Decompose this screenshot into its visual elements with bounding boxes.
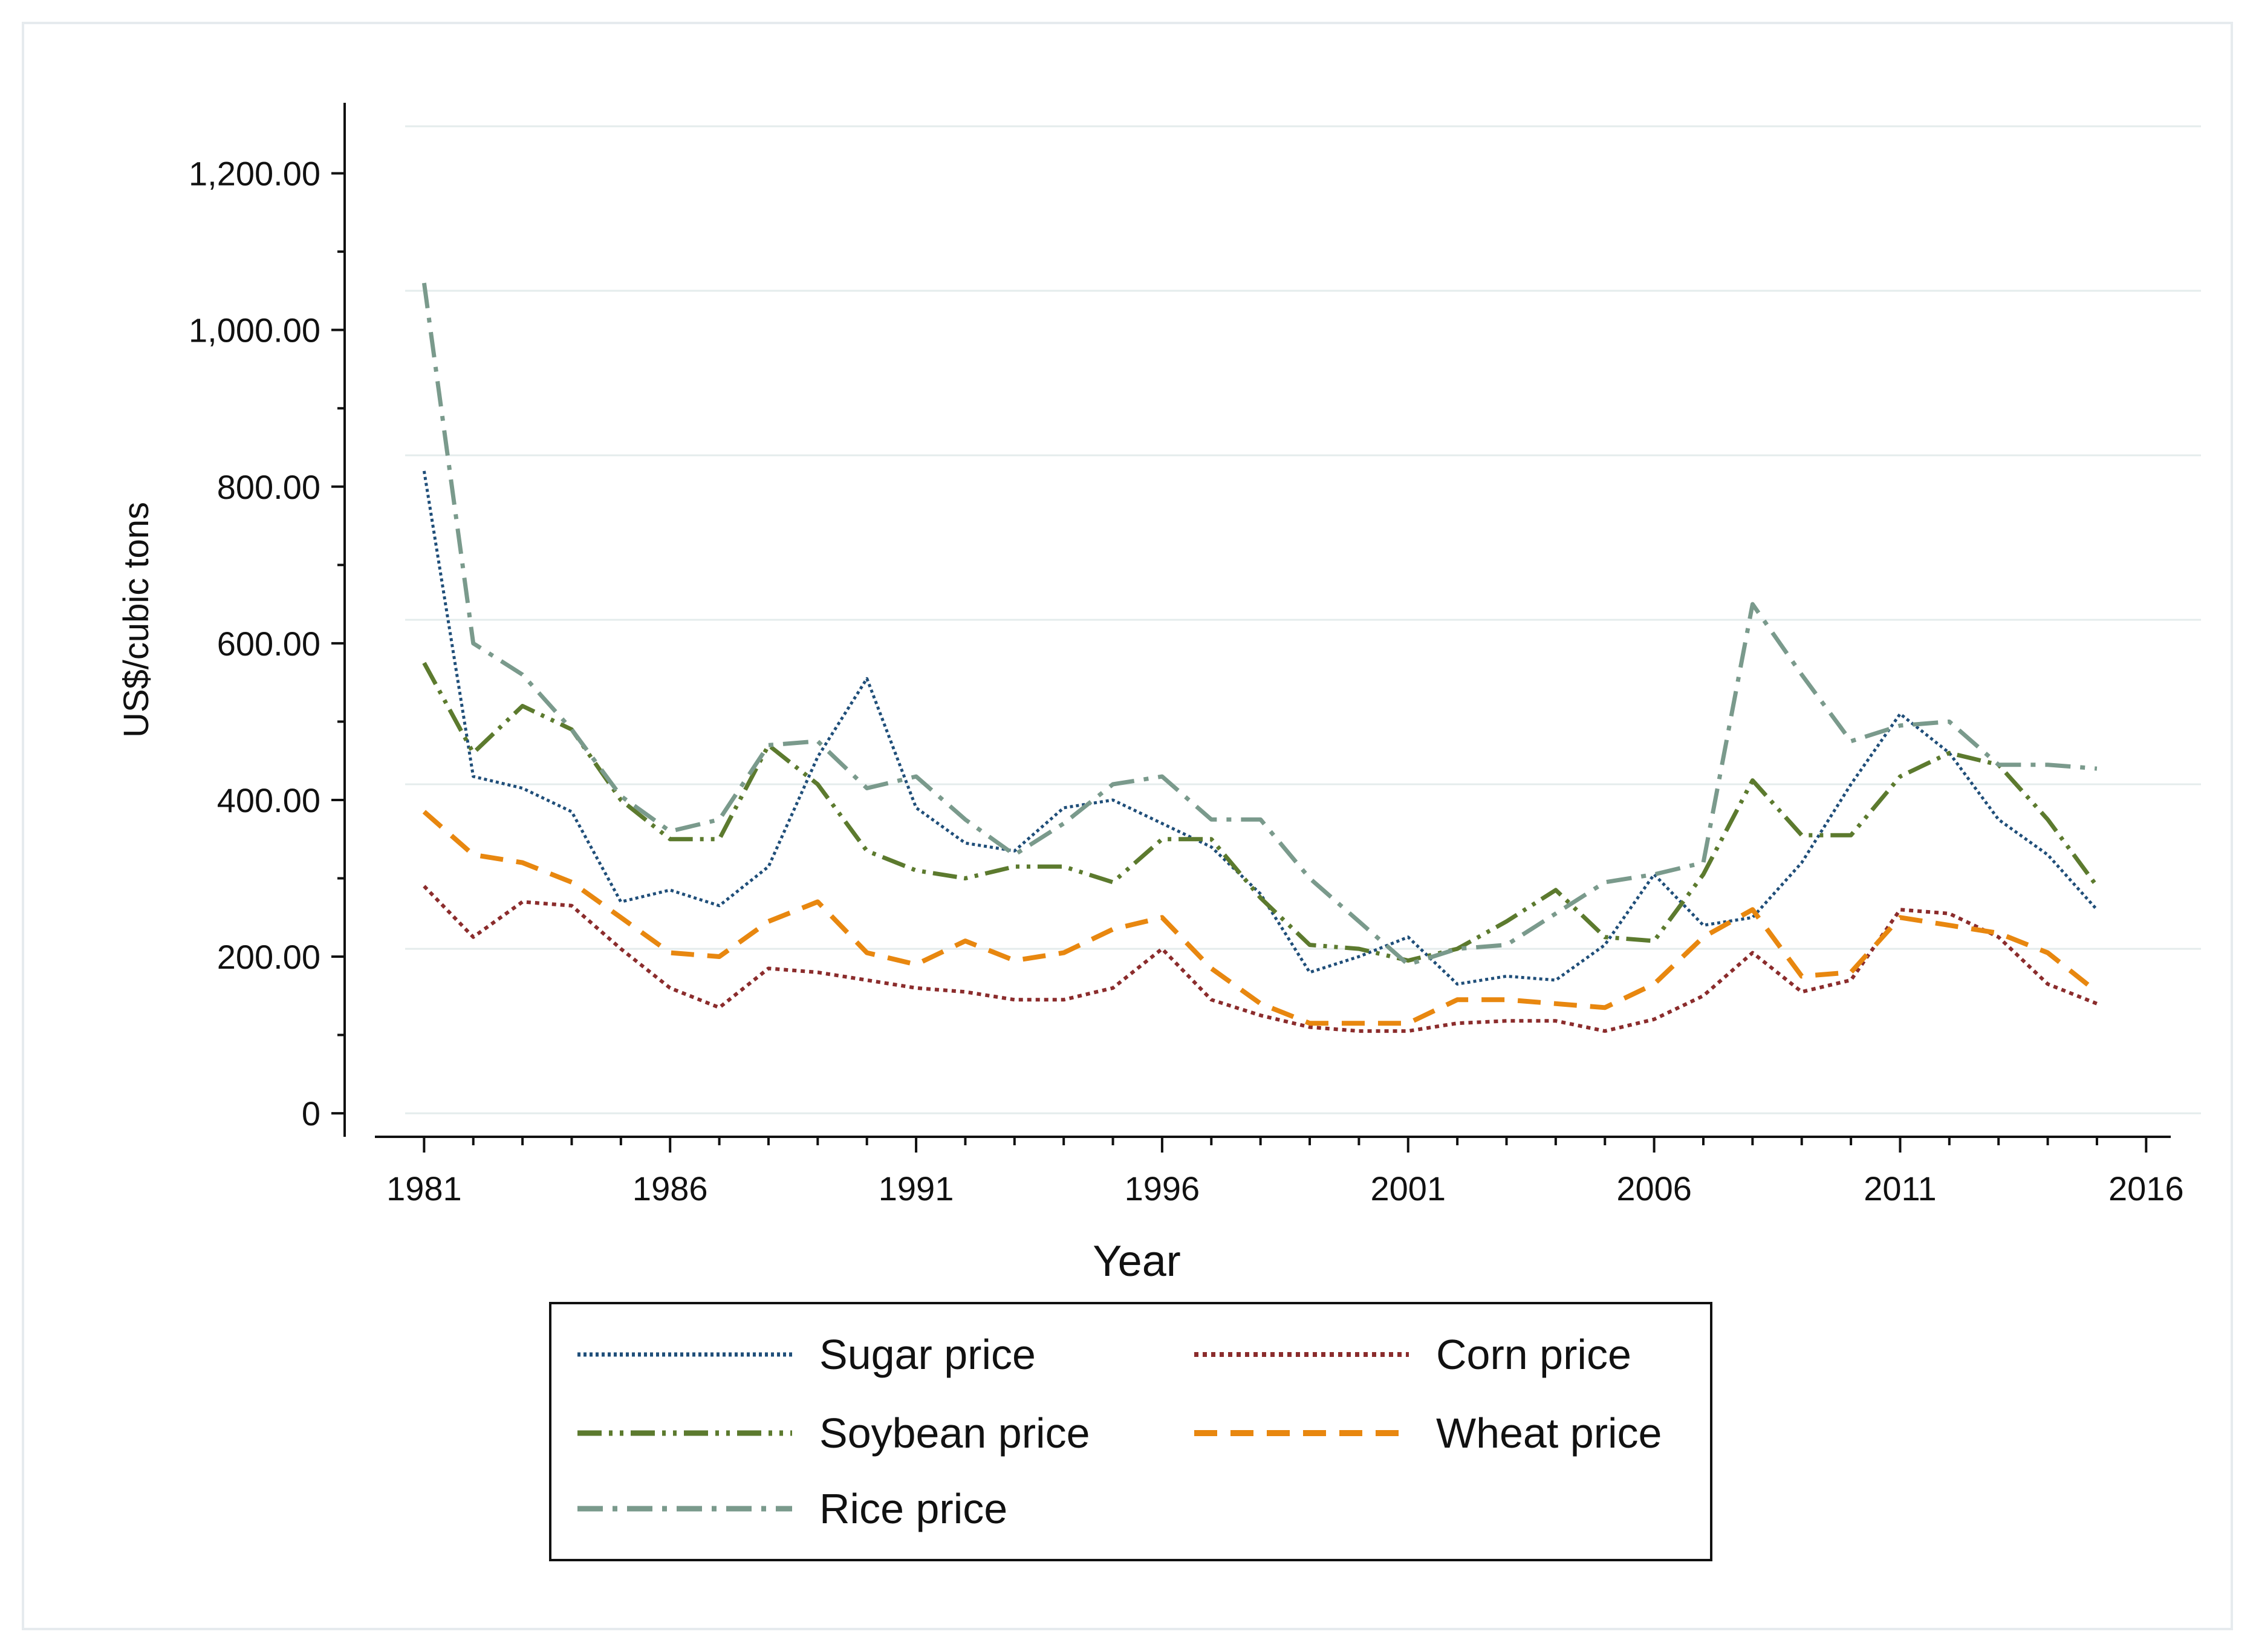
line-chart: 0 200.00 400.00 600.00 800.00 1,000.00 1,200.0… [117,103,2201,1561]
x-tick-label: 1991 [879,1169,954,1208]
x-tick-label: 1986 [632,1169,708,1208]
x-tick-label: 2011 [1864,1169,1936,1208]
y-tick-label: 800.00 [217,468,320,506]
x-tick-label: 2006 [1616,1169,1692,1208]
series-rice-price [421,282,2098,967]
series-corn-price [423,885,2098,1033]
series-soybean-price [422,662,2099,963]
x-tick-label: 1996 [1125,1169,1200,1208]
gridlines [405,125,2201,1114]
series-lines [421,282,2099,1033]
x-tick-label: 2001 [1370,1169,1446,1208]
legend-label: Soybean price [819,1410,1090,1457]
y-tick-label: 200.00 [217,938,320,976]
x-tick-label: 1981 [386,1169,462,1208]
y-ticks: 0 200.00 400.00 600.00 800.00 1,000.00 1,200.0… [189,155,345,1133]
y-tick-label: 600.00 [217,625,320,663]
legend-label: Sugar price [819,1331,1036,1378]
y-axis-label: US$/cubic tons [117,502,156,738]
legend: Sugar price Corn price Soybean price Wheat … [549,1302,1712,1561]
y-tick-label: 1,200.00 [189,155,320,193]
axes [343,103,2171,1138]
x-tick-label: 2016 [2108,1169,2184,1208]
series-wheat-price [422,810,2099,1026]
y-tick-label: 0 [302,1094,320,1133]
legend-label: Rice price [819,1485,1007,1532]
chart-frame: 0 200.00 400.00 600.00 800.00 1,000.00 1,200.0… [22,22,2233,1630]
legend-label: Wheat price [1436,1410,1662,1457]
y-tick-label: 1,000.00 [189,311,320,350]
x-axis-label: Year [1093,1237,1180,1286]
y-tick-label: 400.00 [217,781,320,819]
series-sugar-price [422,470,2098,986]
x-ticks: 1981 1986 1991 1996 2001 2006 2011 2016 [386,1137,2184,1208]
legend-label: Corn price [1436,1331,1631,1378]
